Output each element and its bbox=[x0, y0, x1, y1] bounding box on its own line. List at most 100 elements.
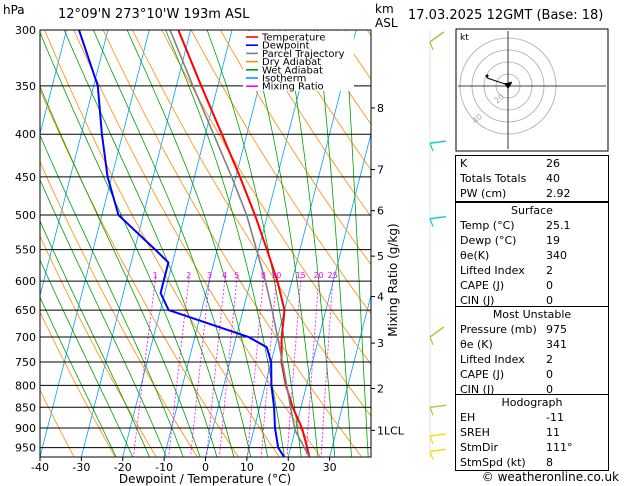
wet-adiabat-line bbox=[40, 220, 150, 457]
pressure-tick-label: 850 bbox=[15, 401, 36, 414]
index-row: Lifted Index 2 bbox=[456, 263, 608, 278]
index-row: Dewp (°C) 19 bbox=[456, 233, 608, 248]
index-value: 0 bbox=[546, 279, 553, 292]
index-row: PW (cm) 2.92 bbox=[456, 186, 608, 201]
pressure-tick-label: 450 bbox=[15, 171, 36, 184]
x-tick-label: -30 bbox=[72, 461, 90, 474]
mixing-ratio-label: 15 bbox=[296, 271, 306, 280]
hodograph-title: Hodograph bbox=[501, 396, 563, 409]
index-row: SREH 11 bbox=[456, 425, 608, 440]
isotherm-line bbox=[287, 132, 371, 457]
legend-label: Temperature bbox=[261, 33, 325, 44]
mixing-ratio-label: 5 bbox=[234, 271, 239, 280]
index-row: CIN (J) 0 bbox=[456, 293, 608, 308]
pressure-tick-label: 750 bbox=[15, 356, 36, 369]
surface-title: Surface bbox=[511, 204, 553, 217]
wet-adiabat-line bbox=[40, 178, 167, 457]
km-axis: 8 7 6 5 4 3 2 1LCL bbox=[371, 102, 405, 437]
mixing-ratio-label: 10 bbox=[271, 271, 281, 280]
x-tick-label: 20 bbox=[281, 461, 295, 474]
wet-adiabat-line bbox=[40, 296, 117, 457]
index-value: -11 bbox=[546, 411, 564, 424]
x-tick-label: 30 bbox=[323, 461, 337, 474]
isotherm-line bbox=[40, 30, 150, 457]
x-tick-label: 10 bbox=[240, 461, 254, 474]
mixing-ratio-label: 3 bbox=[207, 271, 212, 280]
wind-barb bbox=[429, 31, 445, 43]
x-tick-label: -20 bbox=[114, 461, 132, 474]
km-tick-label: 3 bbox=[377, 337, 384, 350]
x-axis-title: Dewpoint / Temperature (°C) bbox=[119, 472, 291, 486]
legend-label: Wet Adiabat bbox=[262, 65, 323, 76]
series-dewpoint bbox=[78, 30, 285, 457]
index-value: 340 bbox=[546, 249, 567, 262]
pressure-tick-label: 500 bbox=[15, 209, 36, 222]
mixing-ratio-line bbox=[320, 274, 334, 457]
isotherm-line bbox=[40, 30, 109, 297]
index-row: CIN (J) 0 bbox=[456, 382, 608, 397]
index-value: 2.92 bbox=[546, 187, 571, 200]
km-tick-label: 6 bbox=[377, 205, 384, 218]
mixing-ratio-line bbox=[218, 274, 238, 457]
pressure-tick-label: 700 bbox=[15, 331, 36, 344]
km-tick-label: 5 bbox=[377, 250, 384, 263]
index-row: StmSpd (kt) 8 bbox=[456, 455, 608, 470]
mixing-ratio-line bbox=[206, 274, 226, 457]
mixing-ratio-line bbox=[132, 274, 157, 457]
index-value: 26 bbox=[546, 157, 560, 170]
mixing-ratio-label: 4 bbox=[222, 271, 227, 280]
index-name: Totals Totals bbox=[460, 172, 527, 185]
isotherm-line bbox=[80, 30, 192, 457]
index-row: EH -11 bbox=[456, 410, 608, 425]
legend-label: Dewpoint bbox=[262, 41, 310, 52]
profile-lines bbox=[78, 30, 311, 457]
hodograph-point bbox=[485, 74, 489, 78]
index-row: K 26 bbox=[456, 156, 608, 171]
index-value: 19 bbox=[546, 234, 560, 247]
mixing-ratio-label: 1 bbox=[153, 271, 158, 280]
indices-hodograph: Hodograph EH -11 SREH 11 StmDir 111° StmSpd (k… bbox=[455, 394, 609, 471]
mixing-ratio-line bbox=[305, 274, 320, 457]
index-row: Temp (°C) 25.1 bbox=[456, 218, 608, 233]
pressure-tick-label: 900 bbox=[15, 422, 36, 435]
index-name: EH bbox=[460, 411, 476, 424]
index-name: Pressure (mb) bbox=[460, 323, 537, 336]
indices-basic: K 26 Totals Totals 40 PW (cm) 2.92 bbox=[455, 155, 609, 202]
hpa-label: hPa bbox=[3, 3, 25, 17]
legend-label: Mixing Ratio bbox=[262, 82, 324, 93]
wind-barbs bbox=[429, 30, 447, 460]
dry-adiabat-line bbox=[40, 311, 116, 457]
index-name: CAPE (J) bbox=[460, 279, 505, 292]
indices-most-unstable: Most Unstable Pressure (mb) 975 θe (K) 341 L… bbox=[455, 306, 609, 398]
index-value: 2 bbox=[546, 264, 553, 277]
index-name: StmDir bbox=[460, 441, 499, 454]
km-tick-label: 8 bbox=[377, 102, 384, 115]
index-name: SREH bbox=[460, 426, 490, 439]
wind-barb bbox=[429, 326, 445, 338]
index-name: Lifted Index bbox=[460, 264, 525, 277]
wind-barb-flag bbox=[429, 451, 434, 460]
mixing-ratio-line bbox=[286, 274, 302, 457]
mixing-ratio-label: 25 bbox=[328, 271, 338, 280]
index-name: PW (cm) bbox=[460, 187, 507, 200]
series-parcel-trajectory bbox=[169, 30, 311, 457]
index-name: StmSpd (kt) bbox=[460, 456, 526, 469]
wet-adiabat-line bbox=[40, 134, 184, 457]
index-name: Lifted Index bbox=[460, 353, 525, 366]
index-row: CAPE (J) 0 bbox=[456, 367, 608, 382]
index-value: 2 bbox=[546, 353, 553, 366]
y2-axis-title: Mixing Ratio (g/kg) bbox=[386, 223, 400, 336]
pressure-tick-label: 300 bbox=[15, 24, 36, 37]
most-unstable-title: Most Unstable bbox=[492, 308, 572, 321]
index-name: CIN (J) bbox=[460, 383, 495, 396]
legend-label: Dry Adiabat bbox=[262, 57, 321, 68]
wind-barb-flag bbox=[429, 41, 434, 51]
index-value: 8 bbox=[546, 456, 553, 469]
wind-barb bbox=[429, 140, 447, 144]
index-value: 25.1 bbox=[546, 219, 571, 232]
km-tick-label: 7 bbox=[377, 164, 384, 177]
asl-label: ASL bbox=[375, 16, 398, 30]
pressure-tick-label: 400 bbox=[15, 128, 36, 141]
